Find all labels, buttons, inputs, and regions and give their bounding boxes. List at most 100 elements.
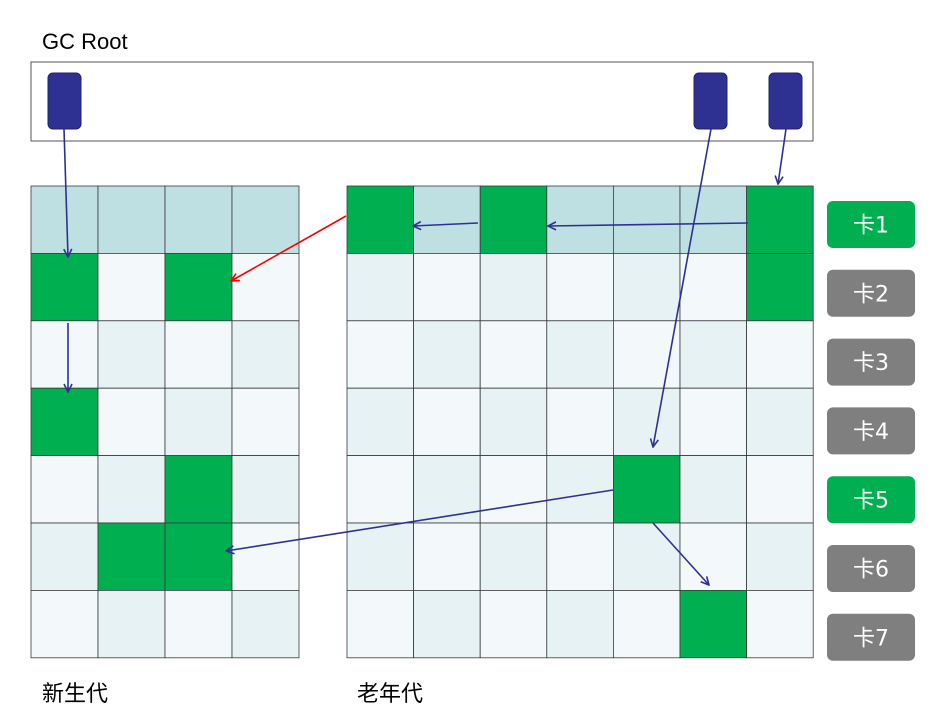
old-gen-cell bbox=[346, 320, 414, 389]
old-gen-cell bbox=[679, 252, 747, 322]
young-gen-cell bbox=[30, 455, 99, 524]
card-4-label: 卡4 bbox=[853, 420, 889, 445]
old-gen-cell bbox=[346, 522, 414, 591]
old-gen-cell bbox=[546, 522, 614, 591]
old-gen-cell bbox=[746, 387, 814, 457]
gc-root-block bbox=[47, 72, 82, 130]
young-gen-cell bbox=[164, 185, 233, 254]
old-gen-cell bbox=[479, 320, 548, 389]
old-to-young-cross-arrow bbox=[231, 215, 347, 281]
old-gen-cell bbox=[613, 590, 681, 659]
old-gen-cell bbox=[346, 387, 414, 457]
young-gen-live-cell bbox=[30, 387, 99, 457]
old-gen-cell bbox=[613, 522, 681, 591]
old-gen-cell bbox=[413, 320, 481, 389]
old-gen-cell bbox=[413, 387, 481, 457]
card-1-box bbox=[827, 201, 915, 248]
old-gen-cell bbox=[613, 387, 681, 457]
old-gen-cell bbox=[746, 590, 814, 659]
young-generation-grid bbox=[30, 185, 300, 659]
young-gen-live-cell bbox=[164, 455, 233, 524]
gc-root-block bbox=[693, 72, 728, 130]
card-1-label: 卡1 bbox=[853, 214, 889, 239]
young-gen-cell bbox=[97, 252, 166, 322]
reference-arrows bbox=[64, 128, 787, 585]
young-gen-cell bbox=[164, 320, 233, 389]
old-gen-cell bbox=[413, 522, 481, 591]
old-generation-grid bbox=[346, 185, 814, 659]
young-gen-cell bbox=[97, 455, 166, 524]
old-gen-cell bbox=[413, 590, 481, 659]
old-gen-cell bbox=[346, 590, 414, 659]
young-gen-cell bbox=[231, 387, 300, 457]
old-gen-cell bbox=[413, 252, 481, 322]
young-gen-live-cell bbox=[97, 522, 166, 591]
old-generation-label: 老年代 bbox=[357, 682, 423, 707]
old-gen-cell bbox=[546, 185, 614, 254]
young-gen-cell bbox=[164, 590, 233, 659]
card-6-box bbox=[827, 545, 915, 592]
old-gen-cell bbox=[546, 252, 614, 322]
old-to-young-cross-arrow bbox=[226, 489, 614, 551]
old-gen-cell bbox=[746, 320, 814, 389]
root-to-old-arrow bbox=[778, 128, 787, 184]
root-to-young-arrow bbox=[64, 128, 68, 257]
card-2-box bbox=[827, 269, 915, 317]
old-gen-cell bbox=[479, 455, 548, 524]
young-gen-cell bbox=[97, 320, 166, 389]
old-gen-cell bbox=[413, 185, 481, 254]
gc-root-panel bbox=[30, 61, 814, 142]
old-gen-cell bbox=[613, 320, 681, 389]
young-gen-cell bbox=[231, 320, 300, 389]
old-gen-cell bbox=[679, 455, 747, 524]
old-gen-live-cell bbox=[746, 185, 814, 254]
card-7-box bbox=[827, 613, 915, 661]
young-gen-cell bbox=[30, 185, 99, 254]
young-gen-cell bbox=[97, 590, 166, 659]
old-gen-cell bbox=[479, 522, 548, 591]
old-gen-cell bbox=[546, 590, 614, 659]
young-gen-cell bbox=[231, 522, 300, 591]
young-gen-cell bbox=[97, 387, 166, 457]
old-gen-cell bbox=[679, 320, 747, 389]
old-gen-cell bbox=[613, 185, 681, 254]
old-gen-cell bbox=[613, 252, 681, 322]
old-gen-cell bbox=[413, 455, 481, 524]
young-gen-cell bbox=[231, 455, 300, 524]
card-7-label: 卡7 bbox=[853, 626, 889, 651]
old-gen-live-cell bbox=[746, 252, 814, 322]
old-gen-live-cell bbox=[679, 590, 747, 659]
old-gen-cell bbox=[546, 455, 614, 524]
card-4-box bbox=[827, 407, 915, 455]
card-5-label: 卡5 bbox=[853, 489, 889, 514]
card-3-label: 卡3 bbox=[853, 351, 889, 376]
card-6-label: 卡6 bbox=[853, 558, 889, 583]
old-gen-cell bbox=[479, 590, 548, 659]
young-gen-cell bbox=[164, 387, 233, 457]
old-gen-cell bbox=[479, 387, 548, 457]
young-gen-live-cell bbox=[164, 522, 233, 591]
old-gen-cell bbox=[746, 455, 814, 524]
old-gen-cell bbox=[679, 522, 747, 591]
old-gen-live-cell bbox=[346, 185, 414, 254]
old-gen-live-cell bbox=[479, 185, 548, 254]
young-gen-cell bbox=[97, 185, 166, 254]
old-internal-arrow bbox=[652, 522, 709, 585]
old-gen-cell bbox=[479, 252, 548, 322]
card-5-box bbox=[827, 476, 915, 524]
young-gen-cell bbox=[231, 252, 300, 322]
card-table: 卡1 卡2 卡3 卡4 卡5 卡6 卡7 bbox=[827, 201, 915, 661]
old-gen-cell bbox=[546, 387, 614, 457]
card-2-label: 卡2 bbox=[853, 282, 889, 307]
young-gen-cell bbox=[231, 590, 300, 659]
root-to-old-arrow bbox=[653, 128, 712, 447]
card-3-box bbox=[827, 338, 915, 386]
young-gen-live-cell bbox=[30, 252, 99, 322]
young-gen-cell bbox=[30, 590, 99, 659]
young-generation-label: 新生代 bbox=[42, 682, 108, 707]
young-gen-cell bbox=[30, 522, 99, 591]
old-internal-arrow bbox=[413, 223, 479, 226]
old-gen-cell bbox=[746, 522, 814, 591]
gc-root-block bbox=[768, 72, 803, 130]
old-internal-arrow bbox=[548, 223, 749, 226]
